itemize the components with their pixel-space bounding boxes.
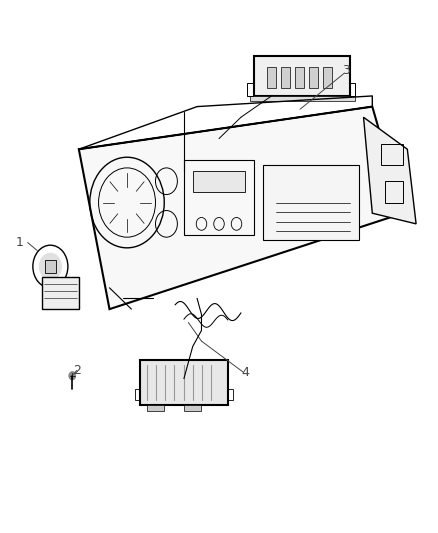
Text: 4: 4	[241, 366, 249, 378]
Bar	[267, 67, 276, 88]
Bar	[147, 405, 164, 411]
Circle shape	[39, 253, 61, 280]
Bar	[350, 83, 355, 96]
Text: 2: 2	[73, 364, 81, 377]
Polygon shape	[364, 117, 416, 224]
Bar	[184, 160, 254, 235]
Bar	[140, 360, 228, 405]
Bar	[295, 67, 304, 88]
Bar	[247, 83, 253, 96]
Circle shape	[69, 372, 76, 380]
Bar	[250, 96, 355, 101]
Bar	[381, 144, 403, 165]
Bar	[323, 67, 332, 88]
Bar	[309, 67, 318, 88]
Bar	[135, 389, 140, 400]
Bar	[385, 181, 403, 203]
Polygon shape	[79, 107, 403, 309]
Bar	[193, 171, 245, 192]
Bar	[254, 56, 350, 96]
Bar	[42, 277, 79, 309]
Bar	[263, 165, 359, 240]
Bar	[184, 405, 201, 411]
Text: 1: 1	[16, 236, 24, 249]
Bar	[281, 67, 290, 88]
Text: 3: 3	[342, 64, 350, 77]
Bar	[45, 260, 56, 273]
Bar	[228, 389, 233, 400]
